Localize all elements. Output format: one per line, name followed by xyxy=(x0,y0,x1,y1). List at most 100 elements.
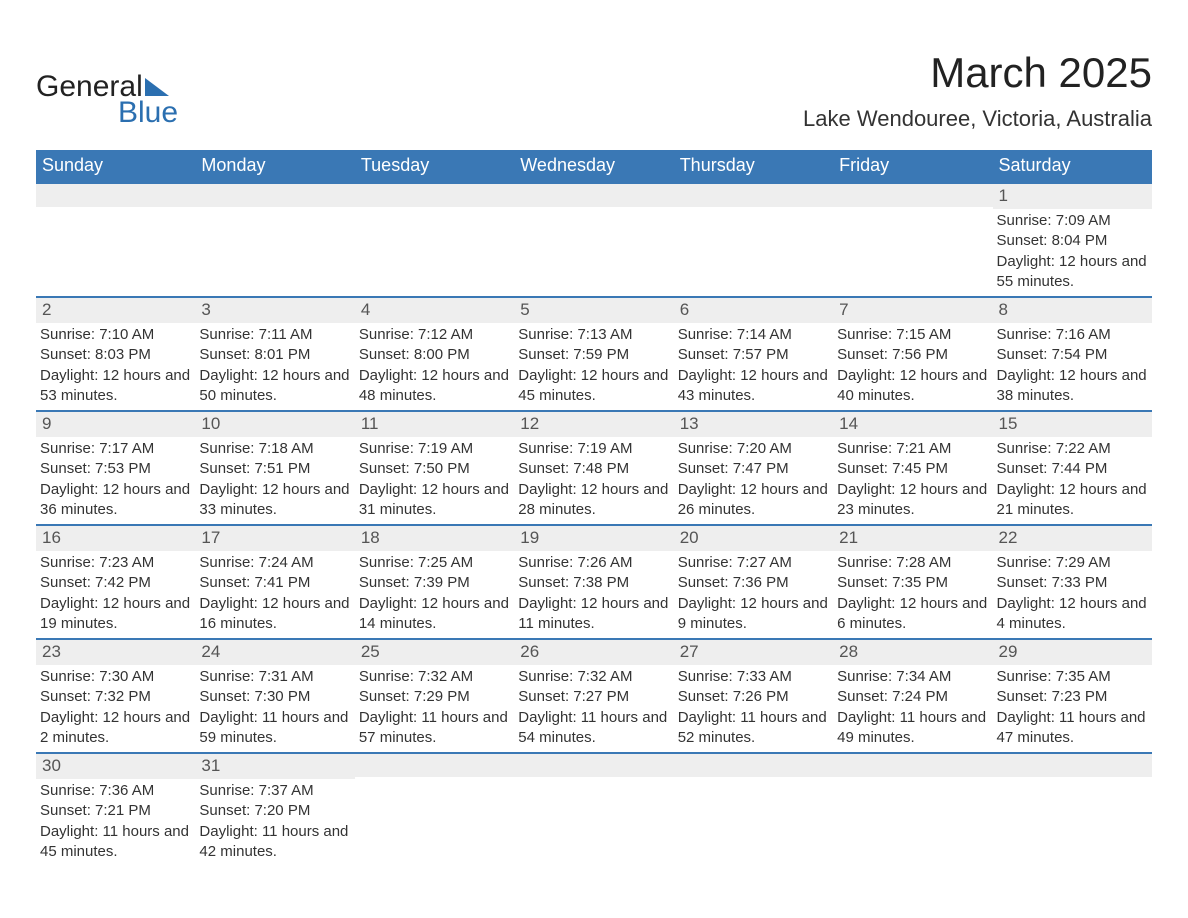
sunrise-line: Sunrise: 7:22 AM xyxy=(997,439,1148,459)
day-details: Sunrise: 7:19 AMSunset: 7:48 PMDaylight:… xyxy=(514,437,673,520)
day-number xyxy=(514,754,673,777)
sunrise-line: Sunrise: 7:29 AM xyxy=(997,553,1148,573)
daylight-line: Daylight: 11 hours and 49 minutes. xyxy=(837,708,988,749)
day-number: 26 xyxy=(514,640,673,665)
sunrise-line: Sunrise: 7:20 AM xyxy=(678,439,829,459)
sunset-line: Sunset: 8:04 PM xyxy=(997,231,1148,251)
day-number: 29 xyxy=(993,640,1152,665)
day-cell xyxy=(355,184,514,296)
day-cell: 24Sunrise: 7:31 AMSunset: 7:30 PMDayligh… xyxy=(195,640,354,752)
sunset-line: Sunset: 7:24 PM xyxy=(837,687,988,707)
sunset-line: Sunset: 8:03 PM xyxy=(40,345,191,365)
day-details: Sunrise: 7:26 AMSunset: 7:38 PMDaylight:… xyxy=(514,551,673,634)
day-cell: 27Sunrise: 7:33 AMSunset: 7:26 PMDayligh… xyxy=(674,640,833,752)
day-number: 2 xyxy=(36,298,195,323)
day-cell: 28Sunrise: 7:34 AMSunset: 7:24 PMDayligh… xyxy=(833,640,992,752)
sunset-line: Sunset: 7:44 PM xyxy=(997,459,1148,479)
brand-sub: Blue xyxy=(118,96,251,130)
weekday-header: Saturday xyxy=(993,150,1152,182)
sunrise-line: Sunrise: 7:36 AM xyxy=(40,781,191,801)
day-details: Sunrise: 7:32 AMSunset: 7:27 PMDaylight:… xyxy=(514,665,673,748)
day-cell: 12Sunrise: 7:19 AMSunset: 7:48 PMDayligh… xyxy=(514,412,673,524)
location-text: Lake Wendouree, Victoria, Australia xyxy=(803,106,1152,132)
day-number: 1 xyxy=(993,184,1152,209)
day-details: Sunrise: 7:34 AMSunset: 7:24 PMDaylight:… xyxy=(833,665,992,748)
weekday-header: Sunday xyxy=(36,150,195,182)
daylight-line: Daylight: 12 hours and 16 minutes. xyxy=(199,594,350,635)
day-cell: 15Sunrise: 7:22 AMSunset: 7:44 PMDayligh… xyxy=(993,412,1152,524)
day-number xyxy=(36,184,195,207)
weekday-header: Friday xyxy=(833,150,992,182)
daylight-line: Daylight: 11 hours and 45 minutes. xyxy=(40,822,191,863)
sunrise-line: Sunrise: 7:24 AM xyxy=(199,553,350,573)
day-number: 27 xyxy=(674,640,833,665)
day-details: Sunrise: 7:35 AMSunset: 7:23 PMDaylight:… xyxy=(993,665,1152,748)
week-row: 9Sunrise: 7:17 AMSunset: 7:53 PMDaylight… xyxy=(36,410,1152,524)
day-number: 25 xyxy=(355,640,514,665)
day-cell xyxy=(355,754,514,866)
sunrise-line: Sunrise: 7:37 AM xyxy=(199,781,350,801)
sunset-line: Sunset: 7:59 PM xyxy=(518,345,669,365)
day-number: 31 xyxy=(195,754,354,779)
daylight-line: Daylight: 12 hours and 4 minutes. xyxy=(997,594,1148,635)
daylight-line: Daylight: 11 hours and 54 minutes. xyxy=(518,708,669,749)
day-details: Sunrise: 7:15 AMSunset: 7:56 PMDaylight:… xyxy=(833,323,992,406)
day-cell: 9Sunrise: 7:17 AMSunset: 7:53 PMDaylight… xyxy=(36,412,195,524)
day-number xyxy=(195,184,354,207)
daylight-line: Daylight: 12 hours and 14 minutes. xyxy=(359,594,510,635)
sunset-line: Sunset: 7:29 PM xyxy=(359,687,510,707)
daylight-line: Daylight: 12 hours and 36 minutes. xyxy=(40,480,191,521)
day-cell: 10Sunrise: 7:18 AMSunset: 7:51 PMDayligh… xyxy=(195,412,354,524)
daylight-line: Daylight: 12 hours and 9 minutes. xyxy=(678,594,829,635)
sunset-line: Sunset: 7:54 PM xyxy=(997,345,1148,365)
sunrise-line: Sunrise: 7:31 AM xyxy=(199,667,350,687)
day-number: 28 xyxy=(833,640,992,665)
day-number xyxy=(833,184,992,207)
day-details: Sunrise: 7:32 AMSunset: 7:29 PMDaylight:… xyxy=(355,665,514,748)
sunset-line: Sunset: 7:30 PM xyxy=(199,687,350,707)
day-number: 5 xyxy=(514,298,673,323)
daylight-line: Daylight: 12 hours and 50 minutes. xyxy=(199,366,350,407)
day-number: 6 xyxy=(674,298,833,323)
sunrise-line: Sunrise: 7:19 AM xyxy=(518,439,669,459)
day-cell: 4Sunrise: 7:12 AMSunset: 8:00 PMDaylight… xyxy=(355,298,514,410)
sunset-line: Sunset: 8:00 PM xyxy=(359,345,510,365)
day-cell: 2Sunrise: 7:10 AMSunset: 8:03 PMDaylight… xyxy=(36,298,195,410)
day-number: 15 xyxy=(993,412,1152,437)
day-cell: 22Sunrise: 7:29 AMSunset: 7:33 PMDayligh… xyxy=(993,526,1152,638)
sunset-line: Sunset: 7:32 PM xyxy=(40,687,191,707)
week-row: 1Sunrise: 7:09 AMSunset: 8:04 PMDaylight… xyxy=(36,182,1152,296)
day-cell: 25Sunrise: 7:32 AMSunset: 7:29 PMDayligh… xyxy=(355,640,514,752)
daylight-line: Daylight: 12 hours and 45 minutes. xyxy=(518,366,669,407)
sunrise-line: Sunrise: 7:23 AM xyxy=(40,553,191,573)
sunrise-line: Sunrise: 7:33 AM xyxy=(678,667,829,687)
day-cell xyxy=(993,754,1152,866)
sunrise-line: Sunrise: 7:34 AM xyxy=(837,667,988,687)
week-row: 16Sunrise: 7:23 AMSunset: 7:42 PMDayligh… xyxy=(36,524,1152,638)
weeks-container: 1Sunrise: 7:09 AMSunset: 8:04 PM Daylight… xyxy=(36,182,1152,866)
day-number: 7 xyxy=(833,298,992,323)
day-number: 30 xyxy=(36,754,195,779)
day-number: 3 xyxy=(195,298,354,323)
day-details: Sunrise: 7:12 AMSunset: 8:00 PMDaylight:… xyxy=(355,323,514,406)
sunrise-line: Sunrise: 7:30 AM xyxy=(40,667,191,687)
sunrise-line: Sunrise: 7:16 AM xyxy=(997,325,1148,345)
day-details: Sunrise: 7:25 AMSunset: 7:39 PMDaylight:… xyxy=(355,551,514,634)
day-cell: 21Sunrise: 7:28 AMSunset: 7:35 PMDayligh… xyxy=(833,526,992,638)
day-cell: 29Sunrise: 7:35 AMSunset: 7:23 PMDayligh… xyxy=(993,640,1152,752)
day-cell: 13Sunrise: 7:20 AMSunset: 7:47 PMDayligh… xyxy=(674,412,833,524)
daylight-line: Daylight: 12 hours and 11 minutes. xyxy=(518,594,669,635)
day-cell: 16Sunrise: 7:23 AMSunset: 7:42 PMDayligh… xyxy=(36,526,195,638)
sunrise-line: Sunrise: 7:17 AM xyxy=(40,439,191,459)
day-number: 17 xyxy=(195,526,354,551)
day-cell xyxy=(514,184,673,296)
daylight-line: Daylight: 11 hours and 47 minutes. xyxy=(997,708,1148,749)
sunrise-line: Sunrise: 7:35 AM xyxy=(997,667,1148,687)
sunrise-line: Sunrise: 7:28 AM xyxy=(837,553,988,573)
day-number: 14 xyxy=(833,412,992,437)
sunrise-line: Sunrise: 7:09 AM xyxy=(997,211,1148,231)
day-cell: 6Sunrise: 7:14 AMSunset: 7:57 PMDaylight… xyxy=(674,298,833,410)
day-cell xyxy=(674,754,833,866)
day-cell xyxy=(674,184,833,296)
day-number xyxy=(514,184,673,207)
